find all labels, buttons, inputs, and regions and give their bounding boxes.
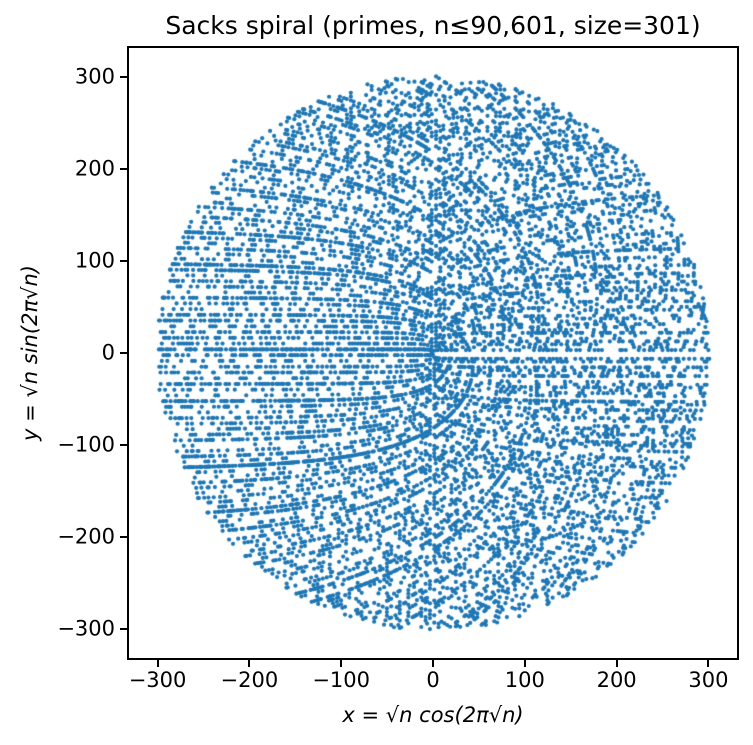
- y-tick-label: −300: [57, 616, 115, 641]
- y-tick-label: −100: [57, 432, 115, 457]
- x-tick-label: 0: [426, 668, 440, 692]
- x-tick-mark: [432, 660, 434, 667]
- x-tick-mark: [615, 660, 618, 667]
- chart-title: Sacks spiral (primes, n≤90,601, size=301…: [165, 11, 701, 40]
- y-tick-mark: [120, 444, 127, 447]
- y-tick-label: 300: [74, 64, 115, 89]
- y-tick-mark: [120, 628, 127, 631]
- plot-area: [127, 46, 739, 660]
- x-tick-mark: [156, 660, 159, 667]
- y-tick-mark: [120, 75, 127, 78]
- y-axis-label: y = √n sin(2π√n): [18, 265, 42, 441]
- x-tick-label: −300: [128, 668, 187, 692]
- x-tick-mark: [523, 660, 526, 667]
- x-tick-label: 100: [504, 668, 545, 692]
- x-tick-mark: [340, 660, 343, 667]
- x-tick-label: 300: [688, 668, 729, 692]
- scatter-canvas: [129, 48, 737, 658]
- y-tick-mark: [120, 536, 127, 539]
- x-tick-mark: [248, 660, 251, 667]
- y-tick-label: −200: [57, 524, 115, 549]
- x-tick-label: −200: [220, 668, 279, 692]
- y-tick-label: 200: [74, 156, 115, 181]
- y-tick-mark: [120, 259, 127, 262]
- y-tick-label: 0: [101, 340, 115, 365]
- x-axis-label: x = √n cos(2π√n): [342, 703, 524, 727]
- x-tick-label: 200: [596, 668, 637, 692]
- y-tick-label: 100: [74, 248, 115, 273]
- x-tick-label: −100: [312, 668, 371, 692]
- y-tick-mark: [120, 352, 127, 354]
- x-tick-mark: [707, 660, 710, 667]
- y-tick-mark: [120, 167, 127, 170]
